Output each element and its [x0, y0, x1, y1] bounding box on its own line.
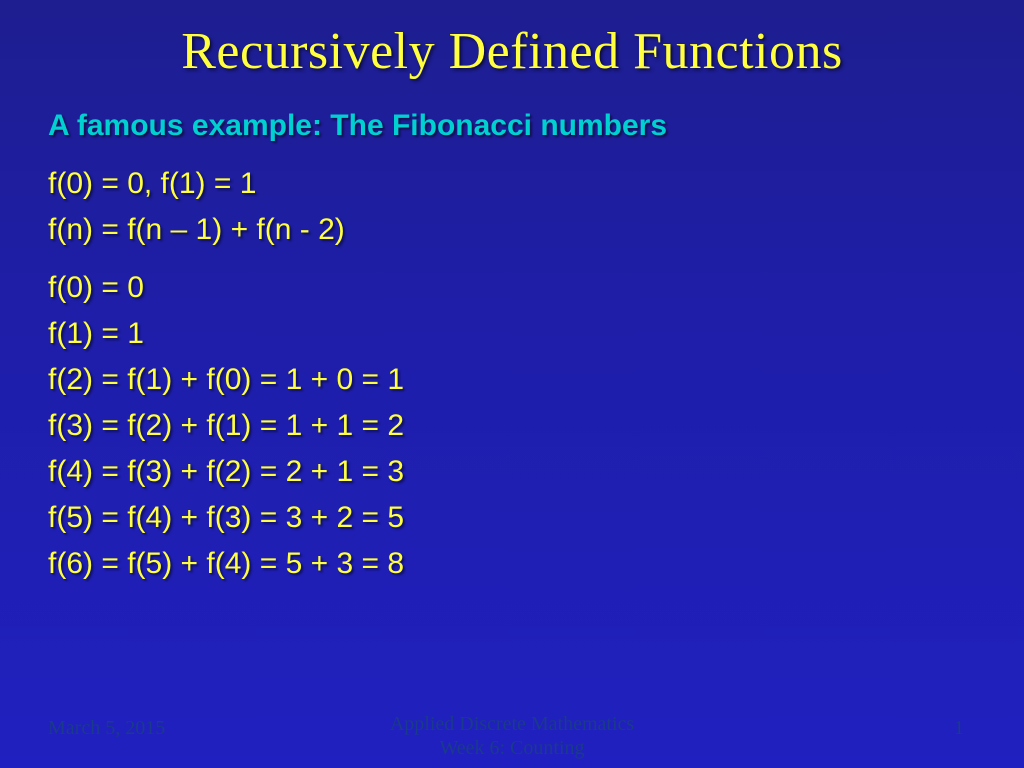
footer-course-line2: Week 6: Counting [439, 737, 584, 759]
footer-page-number: 1 [954, 717, 964, 740]
definition-base: f(0) = 0, f(1) = 1 [48, 169, 1024, 199]
slide-title: Recursively Defined Functions [0, 0, 1024, 81]
fib-row: f(3) = f(2) + f(1) = 1 + 1 = 2 [48, 411, 1024, 441]
fib-row: f(0) = 0 [48, 273, 1024, 303]
footer-course-line1: Applied Discrete Mathematics [390, 713, 634, 735]
definition-recursive: f(n) = f(n – 1) + f(n - 2) [48, 215, 1024, 245]
slide-subtitle: A famous example: The Fibonacci numbers [48, 109, 1024, 143]
footer-course: Applied Discrete Mathematics Week 6: Cou… [0, 712, 1024, 760]
fib-row: f(4) = f(3) + f(2) = 2 + 1 = 3 [48, 457, 1024, 487]
fib-row: f(5) = f(4) + f(3) = 3 + 2 = 5 [48, 503, 1024, 533]
fib-row: f(6) = f(5) + f(4) = 5 + 3 = 8 [48, 549, 1024, 579]
fib-row: f(2) = f(1) + f(0) = 1 + 0 = 1 [48, 365, 1024, 395]
fib-row: f(1) = 1 [48, 319, 1024, 349]
